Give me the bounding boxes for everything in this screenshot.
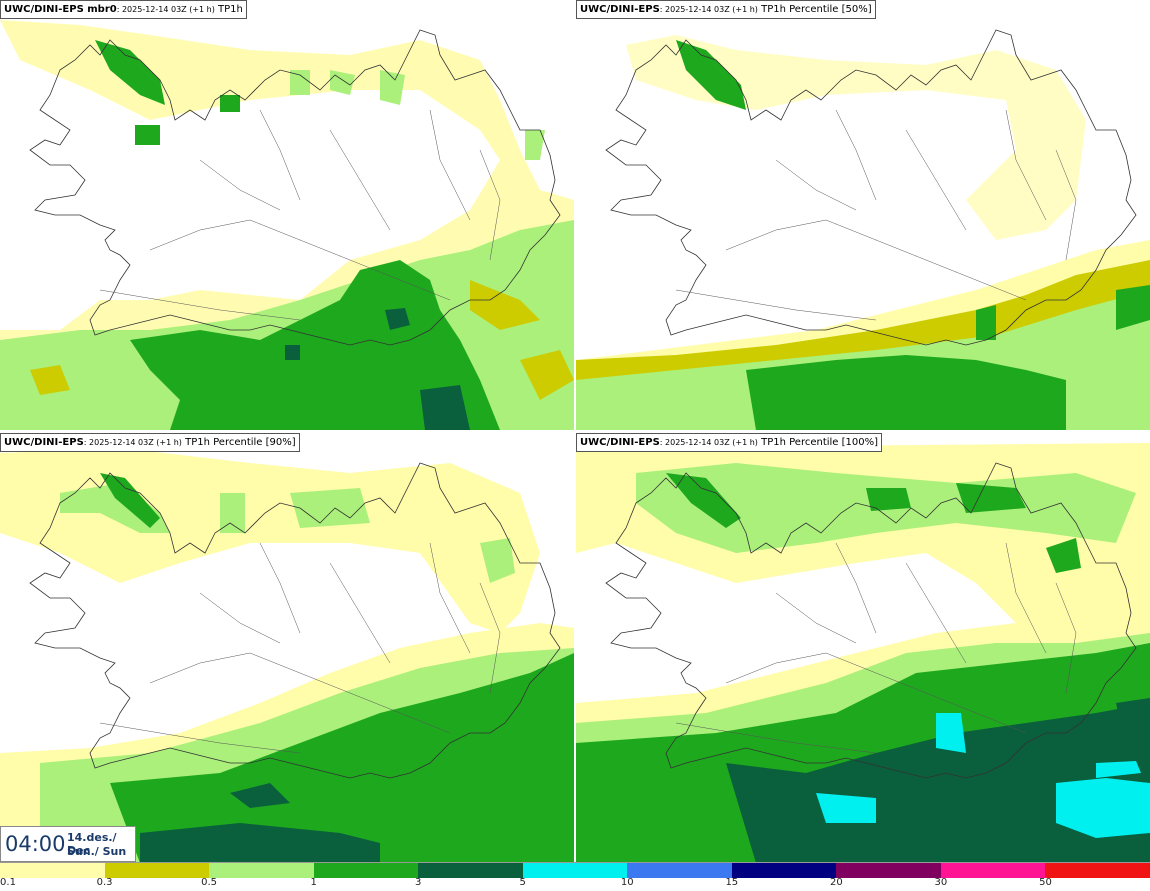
model-name: UWC/DINI-EPS <box>580 4 660 15</box>
precip-map <box>0 433 574 863</box>
run-time: 2025-12-14 03Z (+1 h) <box>89 438 182 447</box>
legend-swatch <box>836 863 941 878</box>
map-panel-p50: UWC/DINI-EPS: 2025-12-14 03Z (+1 h) TP1h… <box>576 0 1150 430</box>
precip-map <box>576 433 1150 863</box>
legend-tick-label: 5 <box>519 877 526 888</box>
legend-tick-label: 0.5 <box>201 877 218 888</box>
model-name: UWC/DINI-EPS <box>580 437 660 448</box>
map-panel-mbr0: UWC/DINI-EPS mbr0: 2025-12-14 03Z (+1 h)… <box>0 0 574 430</box>
legend-swatch <box>313 863 419 878</box>
legend-swatch <box>731 863 837 878</box>
panel-title: UWC/DINI-EPS: 2025-12-14 03Z (+1 h) TP1h… <box>576 0 876 19</box>
valid-date-line1: 14.des./ Dec <box>67 831 117 857</box>
legend-tick-label: 15 <box>725 877 739 888</box>
legend-swatch <box>522 863 628 878</box>
legend-tick-label: 0.1 <box>0 877 16 888</box>
valid-date-line2: Sun./ Sun <box>67 845 127 858</box>
run-time: 2025-12-14 03Z (+1 h) <box>665 5 758 14</box>
field-name: TP1h Percentile [90%] <box>185 437 296 448</box>
panel-title: UWC/DINI-EPS: 2025-12-14 03Z (+1 h) TP1h… <box>0 433 300 452</box>
legend-tick-label: 10 <box>620 877 634 888</box>
precip-map <box>0 0 574 430</box>
map-panel-p90: UWC/DINI-EPS: 2025-12-14 03Z (+1 h) TP1h… <box>0 433 574 863</box>
legend-swatch <box>940 863 1046 878</box>
legend-tick-label: 0.3 <box>96 877 113 888</box>
run-time: 2025-12-14 03Z (+1 h) <box>121 5 215 14</box>
legend-tick-label: 20 <box>829 877 843 888</box>
panel-title: UWC/DINI-EPS mbr0: 2025-12-14 03Z (+1 h)… <box>0 0 247 19</box>
legend-swatch <box>0 863 105 878</box>
legend-tick-label: 3 <box>414 877 422 888</box>
model-name: UWC/DINI-EPS <box>4 437 84 448</box>
model-name: UWC/DINI-EPS mbr0 <box>4 4 117 15</box>
legend-swatch <box>209 863 314 878</box>
legend-tick-label: 1 <box>310 877 317 888</box>
valid-time: 04:00 <box>5 832 66 856</box>
legend-tick-label: 50 <box>1039 877 1052 888</box>
color-legend-bar <box>0 862 1150 878</box>
valid-time-box: 04:00 14.des./ Dec Sun./ Sun <box>0 826 136 862</box>
precip-map <box>576 0 1150 430</box>
legend-tick-label: 30 <box>934 877 948 888</box>
field-name: TP1h Percentile [50%] <box>761 4 872 15</box>
run-time: 2025-12-14 03Z (+1 h) <box>665 438 758 447</box>
field-name: TP1h <box>218 4 243 15</box>
legend-swatch <box>1045 863 1150 878</box>
legend-swatch <box>418 863 523 878</box>
map-panel-p100: UWC/DINI-EPS: 2025-12-14 03Z (+1 h) TP1h… <box>576 433 1150 863</box>
color-legend-ticks: 0.1 0.3 0.5 1 3 5 10 15 20 30 50 <box>0 877 1150 891</box>
legend-swatch <box>627 863 732 878</box>
legend-swatch <box>104 863 210 878</box>
panel-divider <box>0 430 1150 433</box>
panel-title: UWC/DINI-EPS: 2025-12-14 03Z (+1 h) TP1h… <box>576 433 883 452</box>
field-name: TP1h Percentile [100%] <box>761 437 879 448</box>
